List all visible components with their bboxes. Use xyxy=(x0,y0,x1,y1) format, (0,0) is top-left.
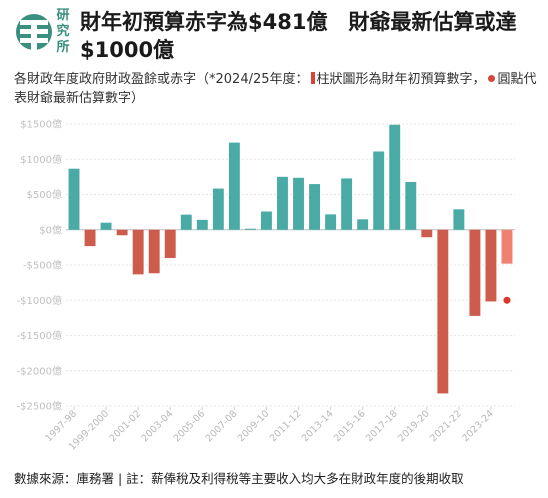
x-tick-label: 2011-12 xyxy=(268,408,304,444)
bar-2009-10 xyxy=(260,211,272,230)
y-tick-label: -$2500億 xyxy=(17,400,62,413)
subtitle-part1: 各財政年度政府財政盈餘或赤字（*2024/25年度： xyxy=(14,72,309,87)
x-tick-label: 2017-18 xyxy=(364,408,400,444)
y-tick-label: $0億 xyxy=(39,223,62,236)
logo-text: 研究所 xyxy=(56,8,70,55)
bar-1998-99 xyxy=(84,229,96,247)
y-tick-label: $500億 xyxy=(27,188,62,201)
bar-2015-16 xyxy=(357,219,369,230)
y-tick-label: -$500億 xyxy=(23,259,62,272)
bar-1997-98 xyxy=(68,168,80,230)
bar-2007-08 xyxy=(228,142,240,230)
chart-title: 財年初預算赤字為$481億 財爺最新估算或達$1000億 xyxy=(80,10,517,62)
bar-2017-18 xyxy=(389,124,401,230)
y-tick-label: -$1500億 xyxy=(17,329,62,342)
y-tick-label: -$2000億 xyxy=(17,364,62,377)
x-tick-label: 2001-02 xyxy=(107,408,143,444)
x-tick-label: 2009-10 xyxy=(236,408,272,444)
estimate-dot xyxy=(503,296,511,304)
bar-2020-21 xyxy=(437,229,449,394)
subtitle-part2: 柱狀圖形為財年初預算數字， xyxy=(316,72,486,87)
bar-2013-14 xyxy=(325,214,337,230)
bar-chart: $1500億 $1000億 $500億 $0億 -$500億 -$1000億 -$1500億… xyxy=(17,118,515,453)
y-tick-label: -$1000億 xyxy=(17,294,62,307)
x-tick-label: 2005-06 xyxy=(172,408,208,444)
x-tick-label: 2023-24 xyxy=(460,408,496,444)
bar-2022-23 xyxy=(469,229,481,316)
y-tick-label: $1500億 xyxy=(20,118,62,131)
bar-2019-20 xyxy=(421,229,433,238)
bar-2008-09 xyxy=(244,228,256,230)
bar-2024-25 xyxy=(501,229,513,264)
x-tick-label: 2019-20 xyxy=(396,408,432,444)
x-tick-label: 2015-16 xyxy=(332,408,368,444)
x-tick-label: 2013-14 xyxy=(300,408,336,444)
bar-2012-13 xyxy=(309,184,321,230)
bar-2018-19 xyxy=(405,181,417,230)
chart-subtitle: 各財政年度政府財政盈餘或赤字（*2024/25年度： 柱狀圖形為財年初預算數字，圓… xyxy=(14,70,538,108)
bar-2006-07 xyxy=(212,188,224,230)
bar-2023-24 xyxy=(485,229,497,302)
bar-2016-17 xyxy=(373,151,385,230)
header: 研究所 財年初預算赤字為$481億 財爺最新估算或達$1000億 xyxy=(14,8,538,68)
y-tick-label: $1000億 xyxy=(20,153,62,166)
bar-2010-11 xyxy=(277,176,288,230)
bar-legend-icon xyxy=(310,72,315,84)
bar-2021-22 xyxy=(453,209,465,230)
x-tick-label: 2007-08 xyxy=(204,408,240,444)
bar-2002-03 xyxy=(148,229,160,274)
footer-source-note: 數據來源：庫務署 | 註：薪俸稅及利得稅等主要收入均大多在財政年度的後期收取 xyxy=(14,471,464,486)
library-research-logo-icon: 研究所 xyxy=(14,8,76,60)
bar-2001-02 xyxy=(132,229,144,275)
bar-2004-05 xyxy=(180,214,192,230)
bar-2003-04 xyxy=(164,229,176,259)
subtitle-part3: 圓點代表財爺最新估算數字） xyxy=(14,72,537,106)
x-tick-label: 2021-22 xyxy=(428,408,464,444)
bar-2005-06 xyxy=(196,219,208,230)
dot-legend-icon xyxy=(487,75,495,82)
bar-2011-12 xyxy=(293,177,304,230)
bar-1999-2000 xyxy=(100,222,112,230)
bar-2000-01 xyxy=(116,229,128,236)
x-tick-label: 2003-04 xyxy=(140,408,176,444)
bar-2014-15 xyxy=(341,178,353,230)
